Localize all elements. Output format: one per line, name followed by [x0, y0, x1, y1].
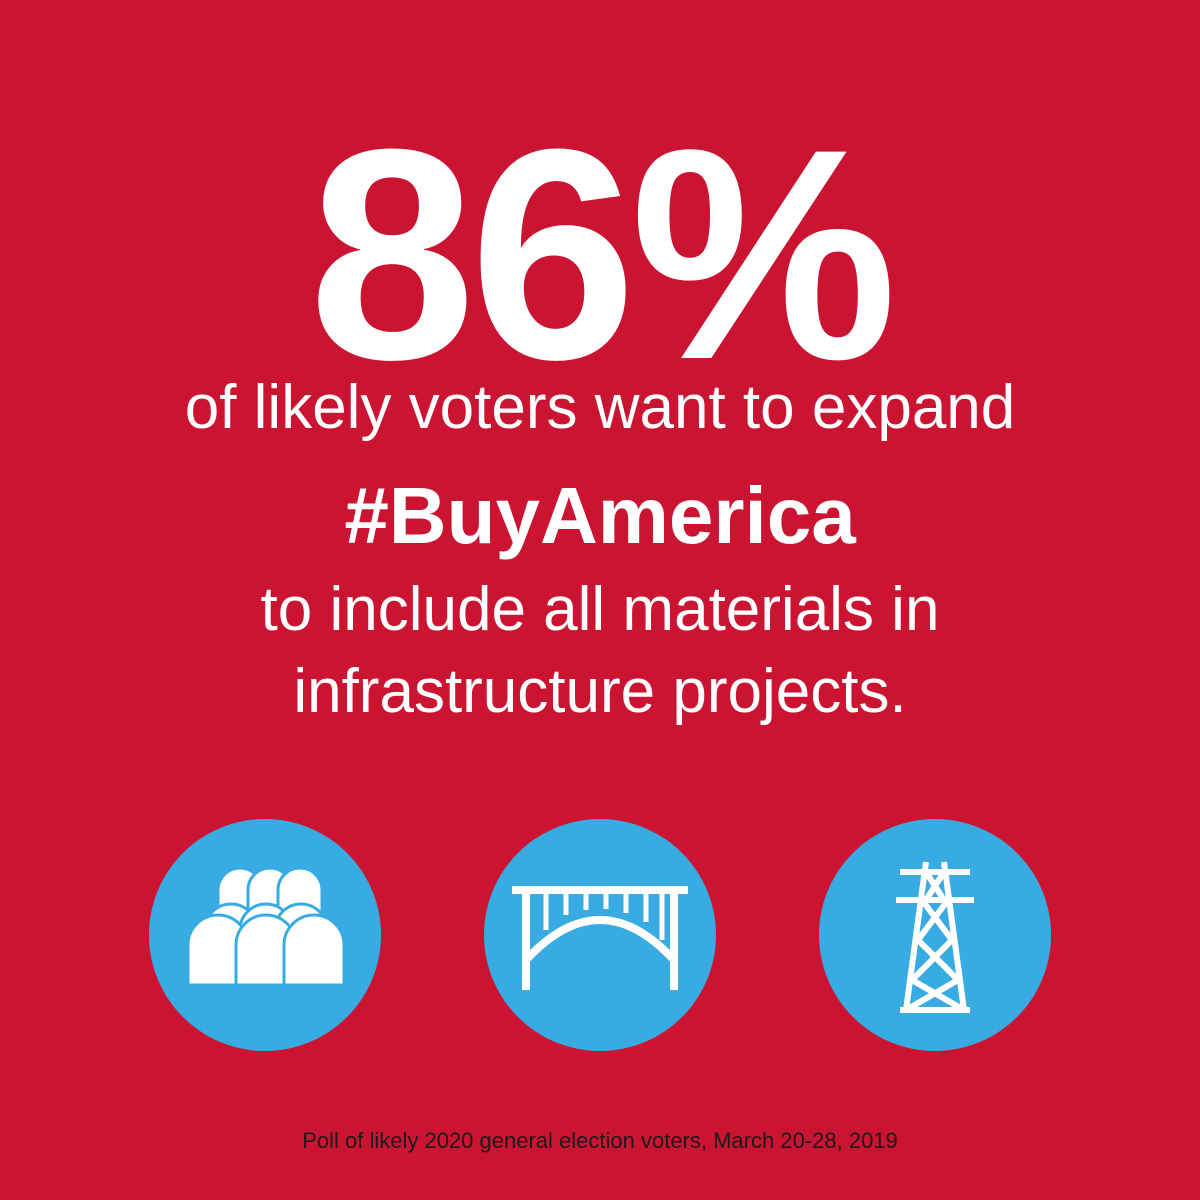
subline: of likely voters want to expand — [185, 373, 1016, 442]
subline: to include all materials in — [261, 575, 940, 644]
headline: 86% — [309, 86, 893, 422]
footnote: Poll of likely 2020 general election vot… — [302, 1128, 898, 1153]
bridge-icon — [484, 819, 716, 1051]
subline: infrastructure projects. — [293, 657, 906, 726]
hashtag: #BuyAmerica — [344, 471, 856, 560]
pipes-icon — [149, 819, 381, 1051]
tower-icon — [819, 819, 1051, 1051]
